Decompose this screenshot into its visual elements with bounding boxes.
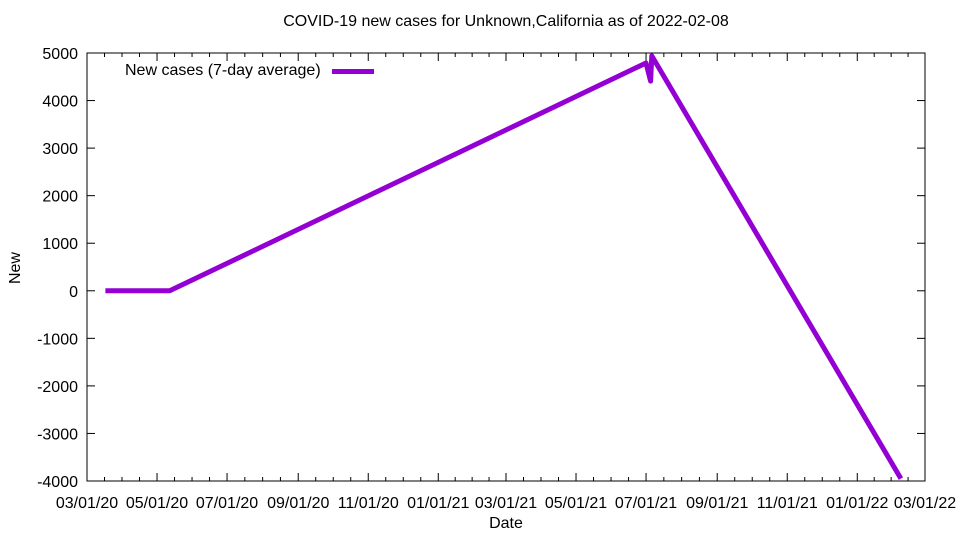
x-tick-label: 03/01/20 — [56, 495, 118, 512]
x-tick-label: 07/01/20 — [196, 495, 258, 512]
plot-border — [86, 52, 926, 482]
x-tick-label: 01/01/21 — [407, 495, 469, 512]
y-tick-label: 0 — [69, 284, 78, 301]
y-tick-label: 2000 — [42, 189, 78, 206]
x-axis-title: Date — [489, 515, 523, 532]
legend-label: New cases (7-day average) — [125, 62, 321, 79]
y-tick-label: -4000 — [37, 474, 78, 491]
chart-title: COVID-19 new cases for Unknown,Californi… — [283, 13, 729, 30]
legend: New cases (7-day average) — [125, 62, 374, 80]
x-tick-label: 03/01/22 — [894, 495, 956, 512]
x-tick-label: 05/01/20 — [126, 495, 188, 512]
y-tick-label: -3000 — [37, 426, 78, 443]
y-tick-label: 5000 — [42, 46, 78, 63]
y-tick-label: -2000 — [37, 379, 78, 396]
x-tick-label: 09/01/21 — [686, 495, 748, 512]
x-tick-label: 01/01/22 — [826, 495, 888, 512]
legend-sample-line — [331, 68, 374, 74]
y-tick-label: 1000 — [42, 236, 78, 253]
y-tick-label: 4000 — [42, 94, 78, 111]
y-tick-label: -1000 — [37, 331, 78, 348]
x-tick-label: 07/01/21 — [615, 495, 677, 512]
y-axis-title: New — [7, 252, 24, 285]
series-line-new-cases — [105, 53, 904, 480]
x-tick-label: 03/01/21 — [475, 495, 537, 512]
x-tick-label: 11/01/20 — [338, 495, 399, 512]
x-tick-label: 11/01/21 — [757, 495, 818, 512]
x-tick-label: 09/01/20 — [267, 495, 329, 512]
x-tick-label: 05/01/21 — [545, 495, 607, 512]
y-tick-label: 3000 — [42, 141, 78, 158]
